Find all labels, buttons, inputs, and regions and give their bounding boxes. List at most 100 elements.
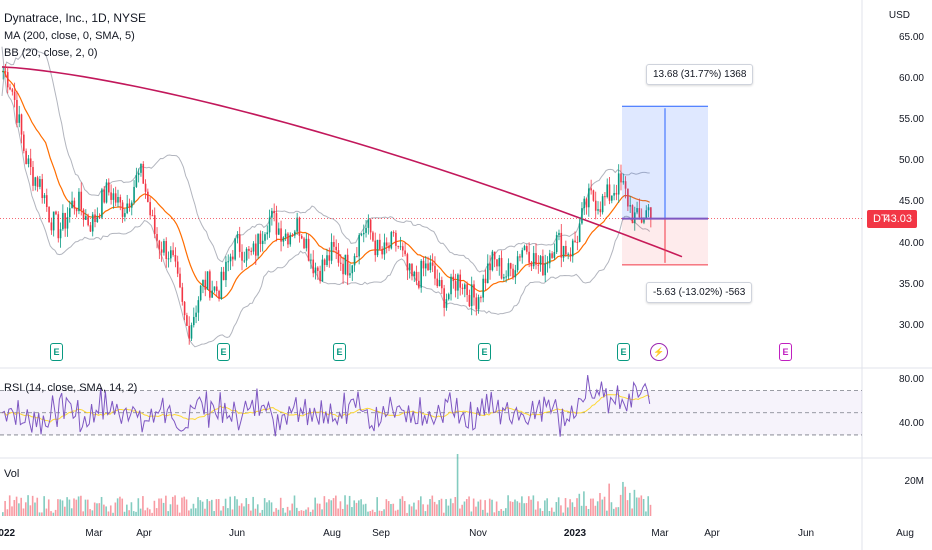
candle-body — [243, 260, 246, 262]
candle-body — [509, 263, 512, 269]
last-price-tag: DT 43.03 — [867, 210, 917, 228]
volume-bar — [376, 497, 378, 516]
volume-bar — [174, 495, 176, 516]
candle-body — [590, 188, 592, 191]
candle-body — [266, 232, 269, 235]
candle-body — [264, 234, 266, 241]
earnings-event-icon[interactable]: E — [478, 343, 491, 361]
volume-bar — [454, 497, 457, 516]
candle-body — [353, 256, 356, 266]
candle-body — [78, 191, 80, 212]
volume-bar — [38, 512, 41, 516]
volume-bar — [449, 498, 452, 516]
volume-bar — [153, 500, 156, 516]
candle-body — [215, 286, 218, 291]
volume-bar — [638, 497, 640, 516]
candle-body — [2, 71, 4, 73]
volume-bar — [178, 512, 181, 516]
candle-body — [179, 273, 181, 288]
earnings-event-icon[interactable]: E — [50, 343, 63, 361]
volume-bar — [399, 498, 401, 516]
candle-body — [521, 250, 524, 258]
volume-bar — [585, 505, 587, 516]
volume-bar — [73, 498, 75, 516]
volume-bar — [2, 512, 4, 516]
volume-bar — [91, 510, 94, 516]
candle-body — [546, 263, 549, 265]
candle-body — [638, 208, 641, 218]
volume-bar — [15, 496, 18, 516]
candle-body — [473, 284, 475, 298]
volume-bar — [433, 501, 436, 516]
legend-bb[interactable]: BB (20, close, 2, 0) — [4, 47, 98, 59]
volume-bar — [47, 499, 50, 516]
candle-body — [594, 200, 597, 211]
earnings-event-icon[interactable]: E — [617, 343, 630, 361]
candle-body — [68, 208, 71, 218]
candle-body — [245, 248, 248, 261]
candle-body — [454, 281, 457, 291]
legend-rsi[interactable]: RSI (14, close, SMA, 14, 2) — [4, 382, 138, 394]
candle-body — [351, 265, 354, 274]
candle-body — [323, 259, 326, 266]
volume-bar — [635, 497, 638, 516]
volume-bar — [231, 509, 234, 516]
time-tick-label: Jun — [797, 528, 815, 539]
candle-body — [75, 208, 78, 212]
volume-bar — [358, 500, 360, 516]
time-tick-label: Mar — [85, 528, 103, 539]
future-earnings-event-icon[interactable]: E — [779, 343, 792, 361]
price-tick-label: 30.00 — [898, 319, 924, 331]
price-tick-label: 65.00 — [898, 32, 924, 44]
volume-bar — [112, 512, 114, 516]
candle-body — [165, 241, 168, 259]
volume-bar — [390, 504, 392, 516]
candle-body — [211, 290, 213, 298]
volume-bar — [362, 504, 365, 516]
legend-ma[interactable]: MA (200, close, 0, SMA, 5) — [4, 30, 135, 42]
candle-body — [535, 253, 537, 265]
volume-bar — [270, 502, 273, 516]
volume-bar — [142, 496, 144, 516]
volume-bar — [300, 510, 303, 516]
candle-body — [9, 87, 11, 90]
candle-body — [565, 245, 567, 255]
earnings-event-icon[interactable]: E — [217, 343, 230, 361]
candle-body — [555, 235, 558, 253]
candle-body — [418, 280, 420, 288]
volume-bar — [608, 483, 610, 516]
volume-bar — [213, 511, 215, 516]
legend-title[interactable]: Dynatrace, Inc., 1D, NYSE — [4, 11, 147, 25]
volume-bar — [114, 502, 117, 516]
candle-body — [43, 195, 46, 199]
earnings-event-icon[interactable]: E — [333, 343, 346, 361]
rsi-tick-label: 80.00 — [898, 373, 924, 385]
volume-bar — [491, 499, 493, 516]
time-tick-label: Nov — [469, 528, 487, 539]
candle-body — [640, 217, 643, 223]
candle-body — [560, 232, 563, 258]
candle-body — [571, 240, 574, 257]
currency-label: USD — [888, 10, 910, 21]
legend-vol[interactable]: Vol — [4, 468, 20, 480]
time-tick-label: Mar — [651, 528, 669, 539]
candle-body — [491, 251, 494, 271]
volume-bar — [279, 497, 282, 516]
volume-bar — [211, 499, 213, 516]
candle-body — [300, 235, 303, 239]
candle-body — [277, 228, 280, 235]
volume-bar — [484, 500, 486, 516]
candle-body — [588, 188, 590, 208]
volume-bar — [286, 506, 289, 516]
volume-bar — [105, 506, 107, 516]
volume-bar — [348, 495, 351, 516]
volume-bar — [185, 499, 188, 516]
dividend-event-icon[interactable]: ⚡ — [650, 343, 668, 361]
candle-body — [59, 229, 62, 239]
candle-body — [486, 263, 489, 284]
candle-body — [346, 254, 349, 276]
volume-bar — [629, 492, 631, 516]
candle-body — [379, 239, 381, 250]
candle-body — [234, 238, 236, 260]
